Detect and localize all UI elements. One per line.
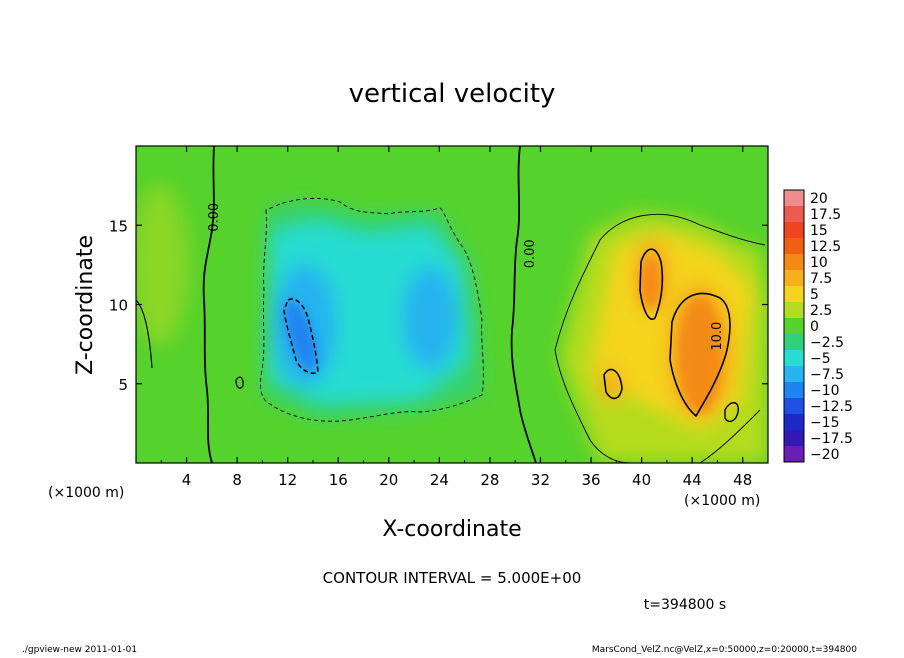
y-tick-label: 5 [118,376,128,394]
colorbar-swatch [784,398,804,415]
weak-updraft-left [136,185,188,345]
y-tick-label: 15 [109,217,128,235]
colorbar-swatch [784,430,804,447]
colorbar-label: 15 [810,223,828,239]
colorbar: 2017.51512.5107.552.50−2.5−5−7.5−10−12.5… [783,189,853,463]
colorbar-swatch [784,270,804,287]
contour-zero-left [202,146,215,463]
colorbar-swatch [784,446,804,463]
colorbar-swatch [784,190,804,207]
colorbar-label: −15 [810,415,840,431]
colorbar-label: 0 [810,319,819,335]
colorbar-swatch [784,254,804,271]
x-tick-label: 44 [683,471,702,489]
colorbar-swatch [784,414,804,431]
contour-pos-10-upper [639,248,664,320]
colorbar-swatch [784,222,804,239]
colorbar-label: −10 [810,383,840,399]
x-axis-ticks: 4 8 12 16 20 24 28 32 36 40 44 48 [160,146,752,489]
y-axis-ticks: 5 10 15 [109,217,768,394]
colorbar-label: −20 [810,447,840,463]
contour-neg-5 [259,197,484,422]
contour-label: 0.00 [523,239,538,268]
downdraft-max [285,301,317,371]
footer-right: MarsCond_VelZ.nc@VelZ,x=0:50000,z=0:2000… [592,645,857,654]
updraft-core-upper [641,257,661,309]
x-tick-label: 36 [581,471,600,489]
contour-pos-5-outer [554,213,766,463]
colorbar-label: −2.5 [810,335,844,351]
colorbar-swatch [784,382,804,399]
x-tick-label: 12 [278,471,297,489]
colorbar-swatch [784,366,804,383]
colorbar-swatch [784,318,804,335]
y-tick-label: 10 [109,297,128,315]
colorbar-label: −5 [810,351,831,367]
y-axis-label: Z-coordinate [73,235,98,375]
colorbar-label: −7.5 [810,367,844,383]
contour-neg-10 [283,298,319,374]
contour-label: 0.00 [207,203,222,232]
colorbar-label: −12.5 [810,399,853,415]
contour-interval-note: CONTOUR INTERVAL = 5.000E+00 [323,569,582,587]
x-unit-left: (×1000 m) [48,485,124,501]
contour-lines [136,146,766,463]
contour-small-ring [235,376,244,389]
colorbar-label: 5 [810,287,819,303]
colorbar-label: 20 [810,191,828,207]
chart-title: vertical velocity [349,79,556,109]
x-tick-label: 32 [531,471,550,489]
colorbar-label: 17.5 [810,207,841,223]
colorbar-label: 2.5 [810,303,832,319]
colorbar-label: 10 [810,255,828,271]
colorbar-swatch [784,286,804,303]
x-tick-label: 24 [430,471,449,489]
contour-zero-mid [510,146,537,463]
contour-edge-left [136,299,153,369]
colorbar-label: 12.5 [810,239,841,255]
colorbar-label: −17.5 [810,431,853,447]
contour-label: 10.0 [710,322,725,351]
colorbar-swatch [784,350,804,367]
x-unit-right: (×1000 m) [684,493,760,509]
contour-pos-5-lobe [724,402,739,423]
contour-labels: 0.00 0.00 10.0 [207,203,725,351]
x-axis-label: X-coordinate [382,517,521,542]
x-tick-label: 40 [632,471,651,489]
colorbar-swatch [784,334,804,351]
contour-pos-10-main [669,292,731,418]
x-tick-label: 20 [379,471,398,489]
colorbar-frame [783,189,805,463]
x-tick-label: 48 [733,471,752,489]
colorbar-label: 7.5 [810,271,832,287]
colorbar-swatch [784,206,804,223]
time-label: t=394800 s [644,597,726,613]
x-tick-label: 28 [480,471,499,489]
downdraft-strong-right [402,266,458,370]
colorbar-swatch [784,302,804,319]
footer-left: ./gpview-new 2011-01-01 [22,645,137,654]
x-tick-label: 8 [232,471,242,489]
velocity-field [136,146,768,463]
x-tick-label: 16 [329,471,348,489]
x-tick-label: 4 [182,471,192,489]
contour-pos-10-small [603,368,623,400]
updraft-small-lobe [599,365,623,405]
colorbar-swatch [784,238,804,255]
updraft-core-main [678,297,722,413]
